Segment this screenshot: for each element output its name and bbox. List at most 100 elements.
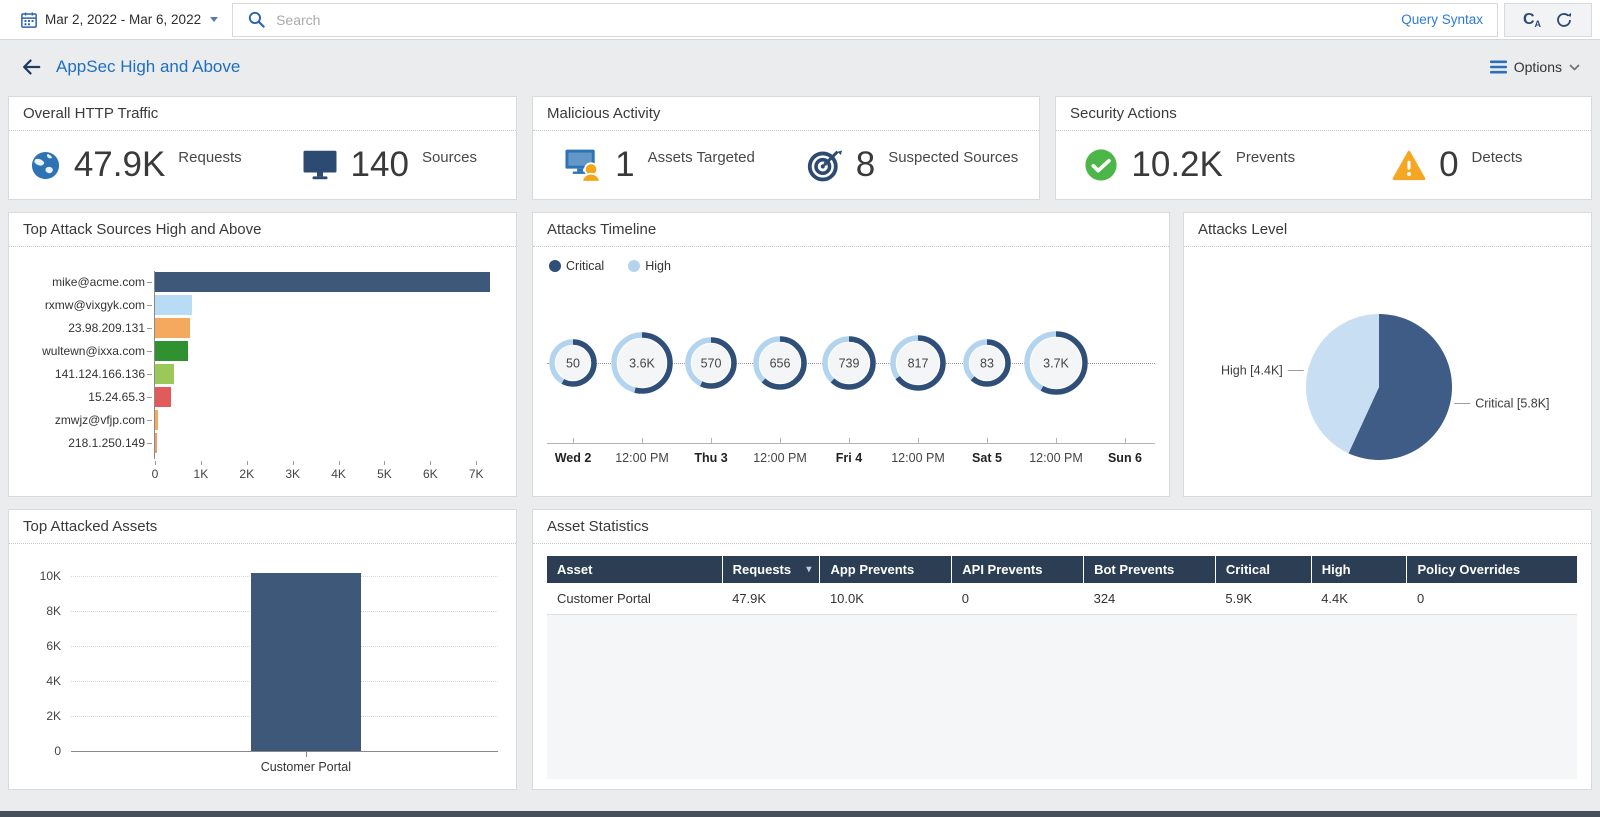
column-header-requests[interactable]: Requests ▾ bbox=[721, 556, 820, 583]
timeline-donut-thu-3[interactable]: 570 bbox=[682, 334, 740, 397]
svg-text:570: 570 bbox=[701, 357, 722, 371]
axis-tick bbox=[987, 438, 988, 443]
axis-tick-label: 2K bbox=[46, 709, 61, 723]
stat-value: 140 bbox=[350, 145, 409, 184]
top-bar: Mar 2, 2022 - Mar 6, 2022 Query Syntax C… bbox=[0, 0, 1600, 40]
column-header-app-prevents[interactable]: App Prevents bbox=[819, 556, 952, 583]
bar-zmwjz@vfjp.com[interactable] bbox=[155, 410, 158, 430]
y-axis-line bbox=[154, 271, 155, 459]
timeline-donut-fri-4[interactable]: 739 bbox=[819, 333, 879, 398]
axis-tick-label: 1K bbox=[193, 467, 209, 481]
timeline-donut-wed-2[interactable]: 50 bbox=[546, 336, 600, 395]
hamburger-icon bbox=[1489, 60, 1507, 74]
axis-tick bbox=[246, 461, 248, 465]
column-header-policy-overrides[interactable]: Policy Overrides bbox=[1406, 556, 1577, 583]
check-circle-icon bbox=[1084, 148, 1118, 182]
axis-tick bbox=[200, 461, 202, 465]
search-input[interactable] bbox=[276, 11, 1392, 28]
card-attacks-timeline: Attacks Timeline Critical High Wed 2 12:00… bbox=[532, 212, 1170, 497]
back-button[interactable] bbox=[20, 56, 42, 78]
card-top-attack-sources: Top Attack Sources High and Above mike@a… bbox=[8, 212, 517, 497]
query-syntax-link[interactable]: Query Syntax bbox=[1401, 12, 1483, 27]
attacks-timeline-chart: Wed 2 12:00 PM Thu 3 12:00 PM Fri 4 12:00 PM S… bbox=[547, 305, 1155, 490]
bar-category-label: 218.1.250.149 bbox=[68, 436, 145, 450]
stat-prevents: 10.2K Prevents bbox=[1056, 145, 1324, 185]
target-icon bbox=[807, 148, 843, 182]
pie-slice-critical[interactable] bbox=[1348, 314, 1452, 460]
legend-item-critical[interactable]: Critical bbox=[549, 259, 604, 273]
axis-tick-label: 2K bbox=[239, 467, 255, 481]
pie-slice-high[interactable] bbox=[1306, 314, 1379, 454]
timeline-legend: Critical High bbox=[549, 259, 671, 273]
axis-tick bbox=[147, 282, 152, 283]
bar-rxmw@vixgyk.com[interactable] bbox=[155, 295, 192, 315]
axis-tick bbox=[147, 374, 152, 375]
card-top-attacked-assets: Top Attacked Assets 0 2K 4K 6K 8K 10K Customer… bbox=[8, 509, 517, 790]
axis-tick-label: 0 bbox=[54, 744, 61, 758]
top-attacked-assets-chart: 0 2K 4K 6K 8K 10K Customer Portal bbox=[23, 554, 502, 781]
chevron-down-icon bbox=[210, 17, 219, 22]
axis-tick bbox=[918, 438, 919, 443]
stat-value: 47.9K bbox=[73, 145, 166, 184]
bar-218.1.250.149[interactable] bbox=[155, 433, 158, 453]
pie-slice-label: High [4.4K] bbox=[1221, 364, 1283, 378]
bar-category-label: wultewn@ixxa.com bbox=[42, 344, 145, 358]
stat-value: 1 bbox=[615, 145, 635, 184]
column-header-asset[interactable]: Asset bbox=[547, 556, 723, 583]
axis-tick bbox=[147, 305, 152, 306]
table-cell: 0 bbox=[951, 583, 1084, 615]
svg-text:3.7K: 3.7K bbox=[1043, 357, 1069, 371]
bar-23.98.209.131[interactable] bbox=[155, 318, 191, 338]
bar-wultewn@ixxa.com[interactable] bbox=[155, 341, 189, 361]
stat-label: Prevents bbox=[1235, 148, 1296, 166]
date-range-picker[interactable]: Mar 2, 2022 - Mar 6, 2022 bbox=[0, 0, 232, 39]
axis-tick-label: Sun 6 bbox=[1107, 451, 1143, 465]
table-cell: 324 bbox=[1083, 583, 1216, 615]
chevron-down-icon bbox=[1569, 63, 1580, 71]
bar-customer-portal[interactable] bbox=[250, 572, 361, 751]
legend-item-high[interactable]: High bbox=[628, 259, 671, 273]
bar-category-label: 15.24.65.3 bbox=[88, 390, 145, 404]
axis-tick-label: 4K bbox=[46, 674, 61, 688]
column-header-api-prevents[interactable]: API Prevents bbox=[951, 556, 1084, 583]
timeline-donut-12:00-pm[interactable]: 3.7K bbox=[1021, 328, 1091, 403]
search-icon bbox=[247, 10, 266, 29]
axis-tick bbox=[642, 438, 643, 443]
bar-category-label: mike@acme.com bbox=[52, 275, 145, 289]
column-header-high[interactable]: High bbox=[1310, 556, 1407, 583]
column-header-critical[interactable]: Critical bbox=[1214, 556, 1312, 583]
asset-statistics-table-wrap: Asset Requests ▾ App Prevents API Prevents Bo… bbox=[547, 556, 1577, 615]
stat-sources: 140 Sources bbox=[263, 145, 517, 185]
timeline-donut-12:00-pm[interactable]: 817 bbox=[887, 332, 949, 399]
legend-label: Critical bbox=[566, 259, 605, 273]
axis-tick-label: 12:00 PM bbox=[1029, 451, 1083, 465]
bar-15.24.65.3[interactable] bbox=[155, 387, 171, 407]
stat-value: 10.2K bbox=[1131, 145, 1223, 184]
timeline-donut-12:00-pm[interactable]: 656 bbox=[750, 333, 810, 398]
svg-text:83: 83 bbox=[980, 357, 994, 371]
bar-141.124.166.136[interactable] bbox=[155, 364, 175, 384]
card-title: Asset Statistics bbox=[533, 510, 1591, 544]
stat-label: Sources bbox=[421, 148, 477, 166]
card-asset-statistics: Asset Statistics Asset Requests ▾ App Preve… bbox=[532, 509, 1592, 790]
axis-tick bbox=[430, 461, 432, 465]
monitor-icon bbox=[302, 149, 338, 181]
page-header: AppSec High and Above Options bbox=[0, 40, 1600, 94]
table-row[interactable]: Customer Portal 47.9K 10.0K 0 324 5.9K 4.4K 0 bbox=[547, 583, 1577, 615]
table-empty-area bbox=[547, 612, 1577, 779]
axis-tick bbox=[305, 752, 307, 757]
refresh-icon[interactable] bbox=[1555, 11, 1573, 29]
column-header-bot-prevents[interactable]: Bot Prevents bbox=[1083, 556, 1216, 583]
timeline-donut-sat-5[interactable]: 83 bbox=[960, 336, 1014, 395]
card-title: Overall HTTP Traffic bbox=[9, 97, 516, 131]
axis-tick bbox=[1056, 438, 1057, 443]
timeline-donut-12:00-pm[interactable]: 3.6K bbox=[608, 329, 676, 402]
axis-tick bbox=[1125, 438, 1126, 443]
bar-mike@acme.com[interactable] bbox=[155, 272, 490, 292]
axis-tick bbox=[384, 461, 386, 465]
options-button[interactable]: Options bbox=[1489, 59, 1580, 75]
svg-text:656: 656 bbox=[770, 357, 791, 371]
card-title: Attacks Level bbox=[1184, 213, 1591, 247]
card-attacks-level: Attacks Level Critical [5.8K] High [4.4K] bbox=[1183, 212, 1592, 497]
